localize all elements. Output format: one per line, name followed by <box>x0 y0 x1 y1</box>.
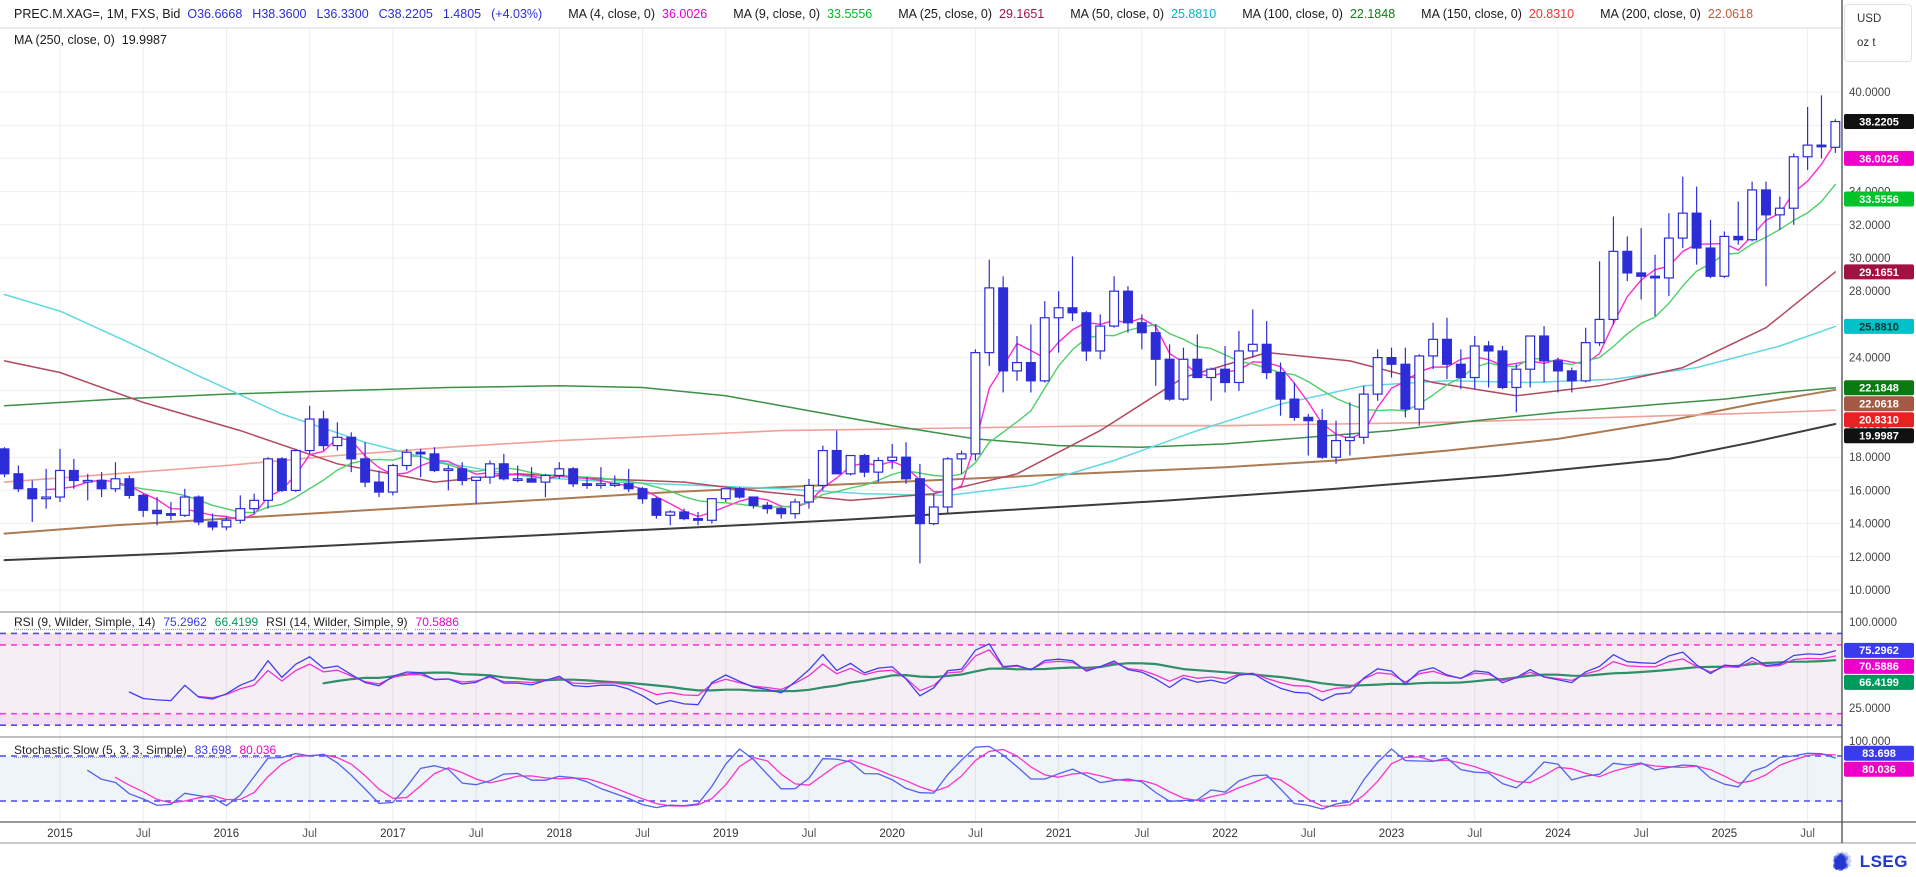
svg-text:40.0000: 40.0000 <box>1849 87 1891 99</box>
svg-text:100.000: 100.000 <box>1849 736 1891 748</box>
svg-text:70.5886: 70.5886 <box>1859 661 1899 673</box>
svg-text:2017: 2017 <box>380 828 406 840</box>
svg-text:2016: 2016 <box>214 828 240 840</box>
svg-text:2023: 2023 <box>1379 828 1405 840</box>
rsi2-value: 70.5886 <box>415 615 459 629</box>
main-legend: PREC.M.XAG=, 1M, FXS, Bid O36.6668 H38.3… <box>14 7 1753 21</box>
ma-legend-9: MA (9, close, 0) 33.5556 <box>733 7 873 21</box>
svg-text:32.0000: 32.0000 <box>1849 220 1891 232</box>
svg-text:80.036: 80.036 <box>1862 764 1896 776</box>
rsi-legend: RSI (9, Wilder, Simple, 14) 75.2962 66.4… <box>14 615 459 629</box>
ma-legend-200: MA (200, close, 0) 22.0618 <box>1600 7 1754 21</box>
svg-text:29.1651: 29.1651 <box>1859 267 1899 279</box>
ma-legend-150: MA (150, close, 0) 20.8310 <box>1421 7 1575 21</box>
svg-text:75.2962: 75.2962 <box>1859 645 1899 657</box>
svg-text:Jul: Jul <box>635 828 650 840</box>
svg-text:Jul: Jul <box>1634 828 1649 840</box>
svg-text:22.0618: 22.0618 <box>1859 399 1899 411</box>
svg-text:83.698: 83.698 <box>1862 748 1896 760</box>
svg-text:22.1848: 22.1848 <box>1859 383 1899 395</box>
svg-text:20.8310: 20.8310 <box>1859 415 1899 427</box>
svg-text:2021: 2021 <box>1046 828 1072 840</box>
svg-text:Jul: Jul <box>802 828 817 840</box>
low-value: L36.3300 <box>316 7 369 21</box>
svg-text:Jul: Jul <box>1301 828 1316 840</box>
svg-text:100.0000: 100.0000 <box>1849 617 1897 629</box>
rsi2-label: RSI (14, Wilder, Simple, 9) <box>266 615 408 629</box>
svg-text:2024: 2024 <box>1545 828 1571 840</box>
rsi1-avg-value: 66.4199 <box>214 615 259 629</box>
svg-text:14.0000: 14.0000 <box>1849 519 1891 531</box>
stoch-k-value: 83.698 <box>194 743 232 757</box>
ma-legend-250: MA (250, close, 0) 19.9987 <box>14 33 167 47</box>
close-value: C38.2205 <box>378 7 433 21</box>
rsi1-value: 75.2962 <box>163 615 207 629</box>
svg-text:12.0000: 12.0000 <box>1849 552 1891 564</box>
svg-text:30.0000: 30.0000 <box>1849 253 1891 265</box>
svg-text:36.0026: 36.0026 <box>1859 153 1899 165</box>
stoch-legend: Stochastic Slow (5, 3, 3, Simple) 83.698… <box>14 743 276 757</box>
svg-text:19.9987: 19.9987 <box>1859 431 1899 443</box>
svg-text:28.0000: 28.0000 <box>1849 286 1891 298</box>
ma-legend-100: MA (100, close, 0) 22.1848 <box>1242 7 1396 21</box>
svg-text:10.0000: 10.0000 <box>1849 585 1891 597</box>
svg-text:2020: 2020 <box>879 828 905 840</box>
svg-text:2019: 2019 <box>713 828 739 840</box>
svg-text:2018: 2018 <box>547 828 573 840</box>
svg-text:Jul: Jul <box>1800 828 1815 840</box>
svg-text:2015: 2015 <box>47 828 73 840</box>
ma-legend-50: MA (50, close, 0) 25.8810 <box>1070 7 1217 21</box>
svg-text:Jul: Jul <box>1134 828 1149 840</box>
svg-text:16.0000: 16.0000 <box>1849 485 1891 497</box>
svg-text:25.0000: 25.0000 <box>1849 703 1891 715</box>
change-value: 1.4805 <box>442 7 482 21</box>
high-value: H38.3600 <box>252 7 307 21</box>
svg-text:2025: 2025 <box>1712 828 1738 840</box>
svg-text:Jul: Jul <box>302 828 317 840</box>
ohlc-readout: O36.6668 H38.3600 L36.3300 C38.2205 1.48… <box>187 7 542 21</box>
svg-text:66.4199: 66.4199 <box>1859 677 1899 689</box>
currency-label: USD <box>1857 13 1882 25</box>
unit-label: oz t <box>1857 37 1876 49</box>
open-value: O36.6668 <box>187 7 243 21</box>
stoch-label: Stochastic Slow (5, 3, 3, Simple) <box>14 743 187 757</box>
rsi1-label: RSI (9, Wilder, Simple, 14) <box>14 615 156 629</box>
stoch-d-value: 80.036 <box>239 743 277 757</box>
svg-text:18.0000: 18.0000 <box>1849 452 1891 464</box>
svg-text:Jul: Jul <box>469 828 484 840</box>
svg-text:Jul: Jul <box>968 828 983 840</box>
ma-legend-25: MA (25, close, 0) 29.1651 <box>898 7 1045 21</box>
svg-text:25.8810: 25.8810 <box>1859 321 1899 333</box>
lseg-logo-text: LSEG <box>1859 852 1908 871</box>
svg-text:24.0000: 24.0000 <box>1849 353 1891 365</box>
svg-text:Jul: Jul <box>136 828 151 840</box>
change-pct: (+4.03%) <box>491 7 543 21</box>
instrument-title: PREC.M.XAG=, 1M, FXS, Bid <box>14 7 181 21</box>
axis-unit-box: USD oz t <box>1844 4 1912 62</box>
svg-text:33.5556: 33.5556 <box>1859 194 1899 206</box>
svg-text:2022: 2022 <box>1212 828 1238 840</box>
lseg-brand: LSEG <box>1829 850 1908 874</box>
ma-legend-4: MA (4, close, 0) 36.0026 <box>568 7 708 21</box>
svg-text:38.2205: 38.2205 <box>1859 116 1899 128</box>
lseg-lion-icon <box>1831 851 1852 871</box>
svg-text:Jul: Jul <box>1467 828 1482 840</box>
